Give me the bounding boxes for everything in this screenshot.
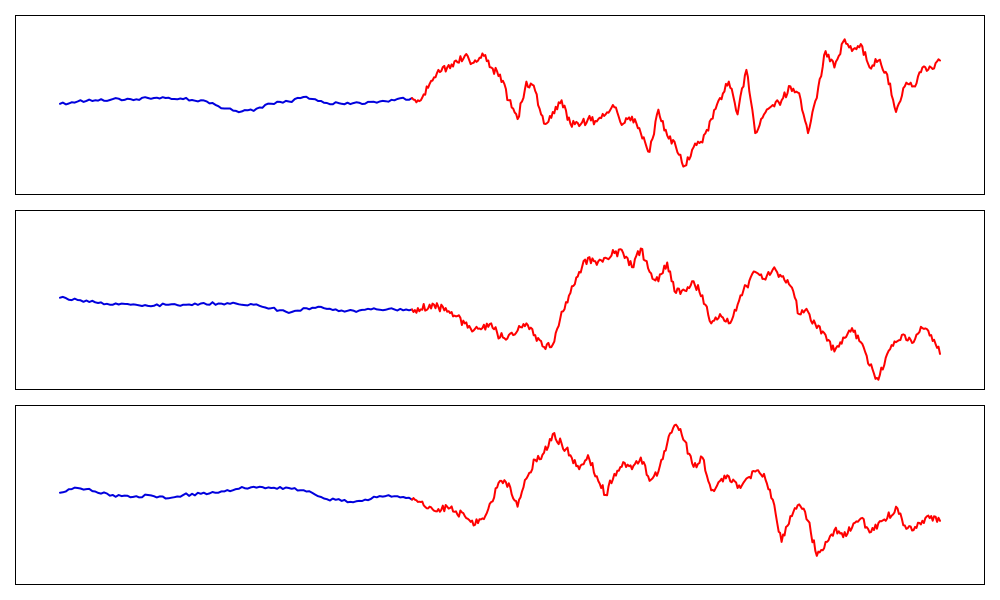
chart-panel-1 — [15, 15, 985, 195]
panel-1-series-1-line — [59, 95, 413, 114]
chart-panel-2 — [15, 210, 985, 390]
panel-2-series-1-line — [59, 295, 413, 314]
panel-3-series-1-line — [59, 485, 413, 504]
panel-1-series-2-line — [411, 38, 941, 168]
panel-2-series-2-line — [411, 247, 941, 381]
chart-panel-3 — [15, 405, 985, 585]
panel-3-series-2-line — [411, 423, 941, 557]
panel-frame-1 — [15, 15, 985, 195]
panel-frame-2 — [15, 210, 985, 390]
panel-frame-3 — [15, 405, 985, 585]
